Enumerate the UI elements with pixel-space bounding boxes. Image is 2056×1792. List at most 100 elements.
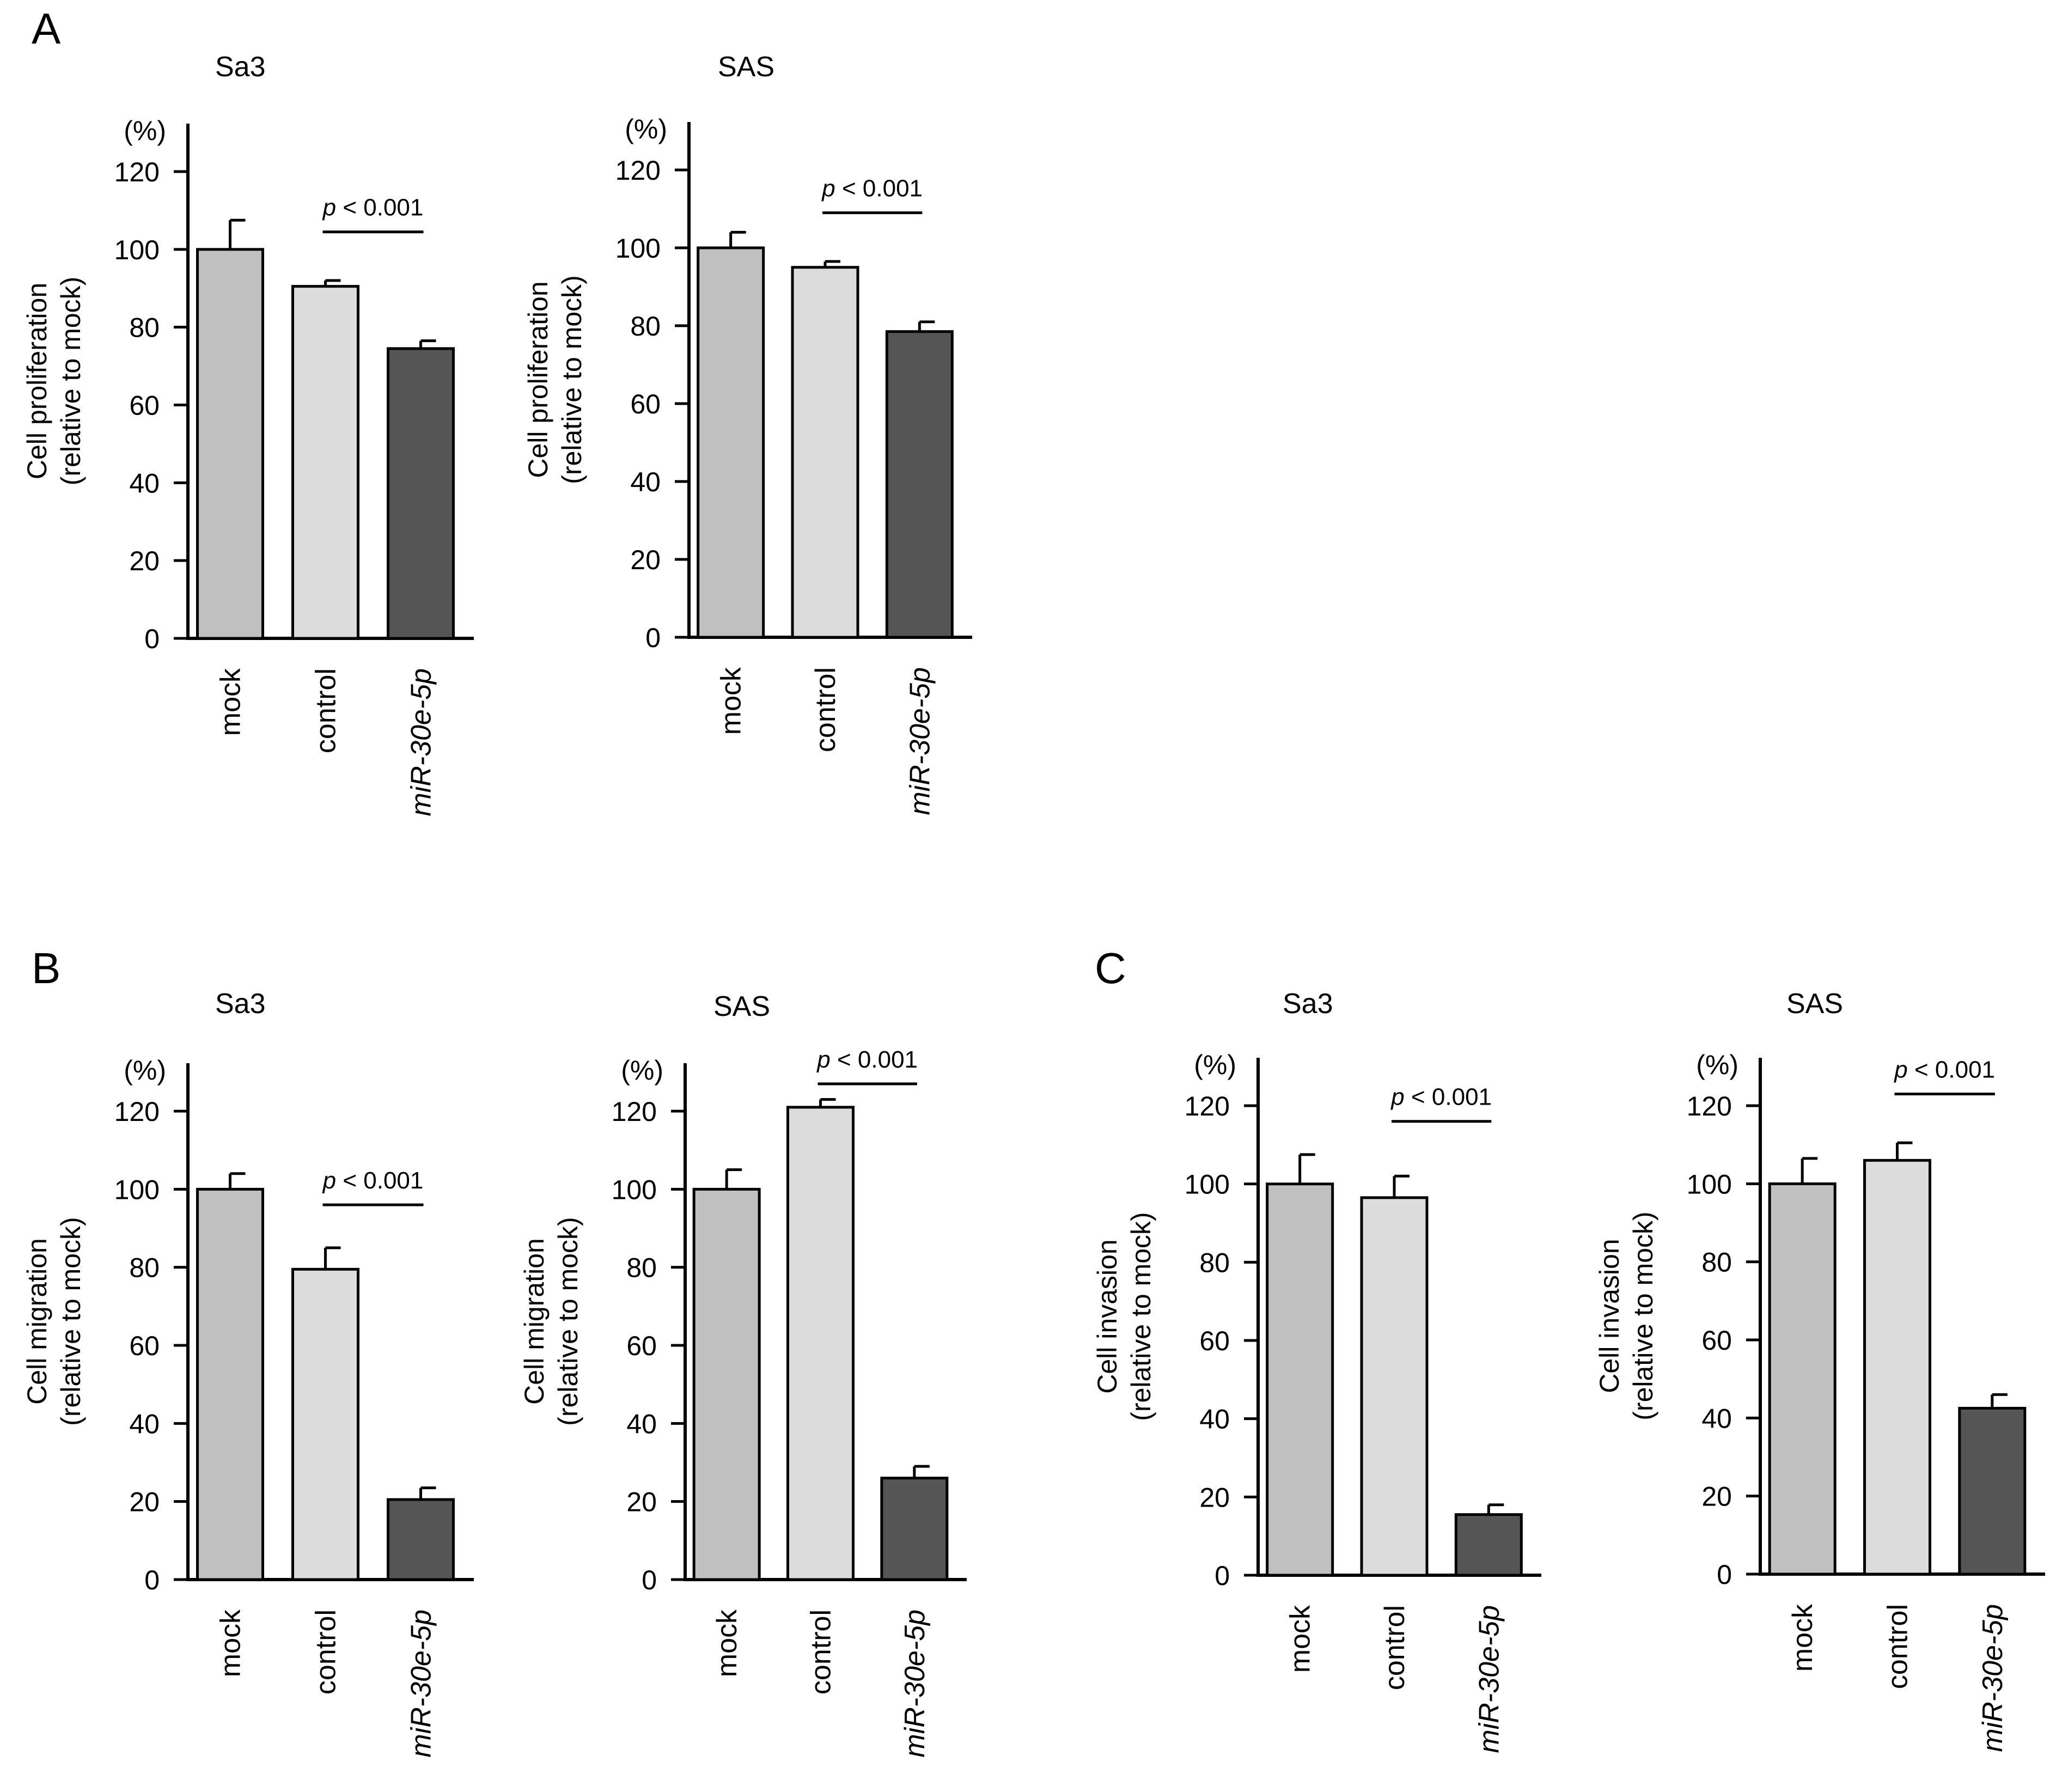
chart-title: Sa3 bbox=[215, 51, 266, 83]
category-label-control: control bbox=[1882, 1604, 1914, 1689]
bar-mock bbox=[697, 246, 765, 639]
y-axis-label-line2: (relative to mock) bbox=[56, 277, 86, 485]
y-tick-label: 0 bbox=[1717, 1559, 1732, 1590]
category-label-mir-30e-5p: miR-30e-5p bbox=[899, 1610, 931, 1758]
bar-control bbox=[291, 285, 359, 640]
y-tick-label: 100 bbox=[114, 235, 160, 265]
y-tick-label: 80 bbox=[1199, 1247, 1230, 1278]
bar-control bbox=[1863, 1159, 1931, 1576]
y-tick-label: 80 bbox=[1701, 1247, 1732, 1278]
bar-control bbox=[791, 266, 859, 639]
y-tick-label: 120 bbox=[615, 155, 661, 186]
y-tick-label: 40 bbox=[630, 467, 661, 497]
y-axis-unit: (%) bbox=[124, 115, 166, 146]
bar-control bbox=[291, 1267, 359, 1581]
y-tick-label: 60 bbox=[1701, 1325, 1732, 1356]
significance-p: p bbox=[816, 1046, 830, 1073]
y-tick-label: 80 bbox=[129, 313, 160, 343]
bar-mir-30e-5p bbox=[880, 1477, 949, 1581]
category-label-mock: mock bbox=[215, 1609, 247, 1677]
panel-letter-b: B bbox=[32, 944, 60, 992]
category-label-mir-30e-5p: miR-30e-5p bbox=[904, 667, 936, 815]
significance-label: p < 0.001 bbox=[322, 194, 424, 221]
y-tick-label: 0 bbox=[642, 1565, 657, 1595]
y-tick-label: 100 bbox=[612, 1174, 657, 1205]
y-axis-label: Cell proliferation (relative to mock) bbox=[523, 275, 587, 484]
y-axis-unit: (%) bbox=[1194, 1050, 1236, 1080]
significance-p: p bbox=[322, 194, 336, 221]
y-tick-label: 20 bbox=[129, 546, 160, 576]
bar-mir-30e-5p bbox=[387, 347, 455, 640]
bar-control bbox=[1360, 1196, 1429, 1577]
panel-letter-a: A bbox=[32, 4, 61, 53]
significance-p: p bbox=[322, 1167, 336, 1194]
y-tick-label: 100 bbox=[114, 1174, 160, 1205]
significance-label: p < 0.001 bbox=[821, 175, 923, 202]
y-axis-label: Cell migration (relative to mock) bbox=[519, 1217, 583, 1425]
bar-control bbox=[786, 1106, 855, 1581]
y-tick-label: 60 bbox=[1199, 1326, 1230, 1356]
y-axis-unit: (%) bbox=[625, 114, 667, 144]
panel-letter-c: C bbox=[1095, 944, 1126, 992]
category-label-mir-30e-5p: miR-30e-5p bbox=[1977, 1604, 2009, 1752]
y-axis-label-line2: (relative to mock) bbox=[553, 1217, 583, 1425]
y-axis-label: Cell migration (relative to mock) bbox=[22, 1217, 86, 1425]
category-label-mock: mock bbox=[1787, 1604, 1819, 1672]
y-tick-label: 0 bbox=[1215, 1561, 1230, 1591]
significance-value: < 0.001 bbox=[1405, 1084, 1492, 1111]
category-label-control: control bbox=[810, 667, 841, 752]
y-tick-label: 120 bbox=[1687, 1091, 1732, 1121]
y-axis-label: Cell invasion (relative to mock) bbox=[1092, 1212, 1156, 1421]
y-axis-label-line2: (relative to mock) bbox=[557, 275, 587, 484]
significance-value: < 0.001 bbox=[336, 194, 423, 221]
bar-mir-30e-5p bbox=[387, 1498, 455, 1581]
chart-title: SAS bbox=[718, 51, 774, 83]
chart-title: Sa3 bbox=[215, 988, 266, 1020]
y-tick-label: 20 bbox=[1701, 1482, 1732, 1512]
bar-mir-30e-5p bbox=[885, 330, 954, 639]
chart-b-sa3: Sa3 (%) 0 20 40 60 80 100 120 Cell migration (rela… bbox=[22, 988, 474, 1758]
y-axis-label: Cell proliferation (relative to mock) bbox=[22, 277, 86, 485]
category-label-mock: mock bbox=[215, 668, 247, 736]
chart-a-sas: SAS (%) 0 20 40 60 80 100 120 Cell proliferation(… bbox=[523, 51, 972, 815]
y-axis-label: Cell invasion (relative to mock) bbox=[1594, 1211, 1658, 1420]
bar-mock bbox=[1768, 1182, 1837, 1576]
y-axis-label-line1: Cell invasion bbox=[1092, 1239, 1122, 1393]
y-tick-label: 60 bbox=[129, 391, 160, 421]
y-axis-label-line1: Cell invasion bbox=[1594, 1239, 1625, 1393]
chart-title: SAS bbox=[1786, 988, 1843, 1020]
y-tick-label: 120 bbox=[612, 1096, 657, 1127]
chart-b-sas: SAS (%) 0 20 40 60 80 100 120 Cell migration (rela… bbox=[519, 991, 967, 1758]
chart-c-sas: SAS (%) 0 20 40 60 80 100 120 Cell invasion (relat… bbox=[1594, 988, 2045, 1752]
significance-value: < 0.001 bbox=[1908, 1057, 1995, 1083]
bar-mir-30e-5p bbox=[1958, 1406, 2027, 1576]
bar-mock bbox=[1266, 1183, 1334, 1577]
y-tick-label: 100 bbox=[1185, 1169, 1230, 1200]
chart-title: Sa3 bbox=[1283, 988, 1333, 1020]
y-tick-label: 60 bbox=[129, 1331, 160, 1361]
y-tick-label: 120 bbox=[114, 157, 160, 187]
significance-value: < 0.001 bbox=[835, 175, 923, 202]
y-axis-label-line1: Cell migration bbox=[519, 1238, 550, 1405]
y-axis-label-line1: Cell proliferation bbox=[523, 281, 553, 478]
y-axis-label-line1: Cell migration bbox=[22, 1238, 52, 1405]
y-axis-unit: (%) bbox=[621, 1055, 663, 1086]
chart-c-sa3: Sa3 (%) 0 20 40 60 80 100 120 Cell invasion (relat… bbox=[1092, 988, 1541, 1753]
y-tick-label: 20 bbox=[626, 1487, 657, 1517]
significance-p: p bbox=[1390, 1084, 1404, 1111]
bar-mock bbox=[196, 248, 264, 640]
y-tick-label: 120 bbox=[114, 1096, 160, 1127]
y-tick-label: 80 bbox=[626, 1253, 657, 1283]
y-tick-label: 80 bbox=[129, 1253, 160, 1283]
category-label-mock: mock bbox=[716, 667, 747, 735]
y-tick-label: 60 bbox=[630, 389, 661, 419]
significance-label: p < 0.001 bbox=[1390, 1084, 1492, 1111]
y-tick-label: 40 bbox=[1199, 1404, 1230, 1435]
y-tick-label: 120 bbox=[1185, 1091, 1230, 1121]
y-tick-label: 0 bbox=[144, 624, 160, 654]
y-tick-label: 100 bbox=[615, 233, 661, 264]
category-label-mock: mock bbox=[1285, 1605, 1316, 1673]
bar-mock bbox=[692, 1187, 761, 1581]
